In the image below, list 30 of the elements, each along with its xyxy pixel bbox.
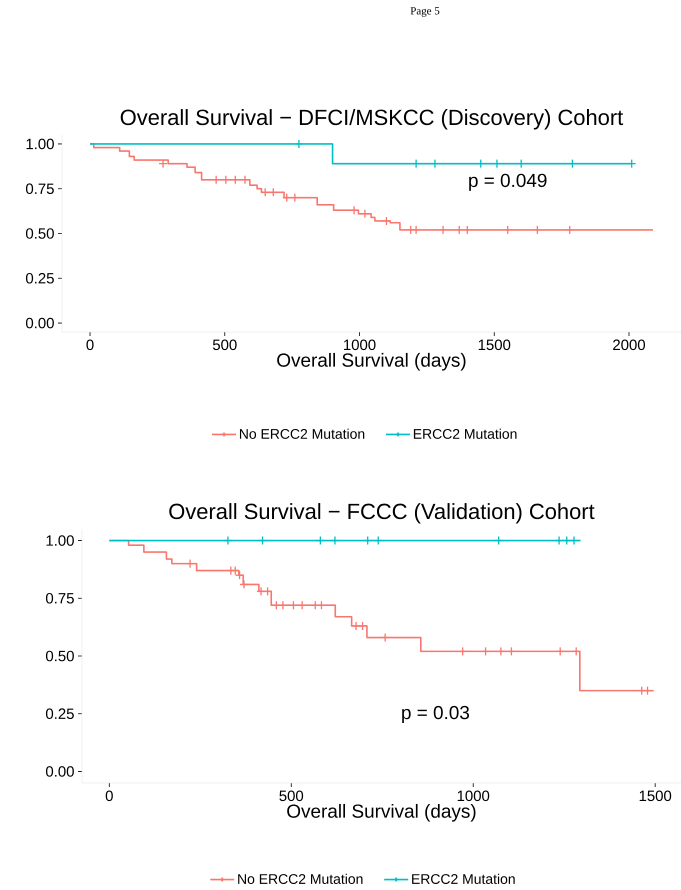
chart-title: Overall Survival − FCCC (Validation) Cohort	[169, 503, 594, 524]
chart-title: Overall Survival − DFCI/MSKCC (Discovery) Cohort	[120, 109, 623, 130]
x-tick-label: 500	[212, 340, 237, 350]
y-tick-label: 0.50	[26, 228, 54, 239]
y-tick-label: 0.25	[46, 708, 74, 720]
y-tick-label: 1.00	[46, 535, 74, 546]
y-tick-label: 0.25	[26, 272, 54, 284]
x-axis-title: Overall Survival (days)	[287, 804, 476, 822]
x-tick-label: 500	[279, 790, 303, 802]
annotation: p = 0.03	[402, 706, 469, 723]
x-axis-title: Overall Survival (days)	[277, 352, 466, 371]
x-tick-label: 2000	[613, 340, 645, 350]
x-tick-label: 1000	[344, 340, 376, 350]
x-tick-label: 1500	[640, 790, 672, 802]
x-tick-label: 0	[86, 340, 94, 350]
legend-label: No ERCC2 Mutation	[238, 874, 362, 884]
x-tick-label: 1500	[478, 340, 510, 350]
y-tick-label: 0.50	[46, 650, 74, 662]
text: Page 5	[410, 7, 440, 17]
y-tick-label: 0.75	[46, 592, 74, 604]
legend-label: No ERCC2 Mutation	[240, 428, 364, 439]
y-tick-label: 0.00	[46, 766, 74, 777]
y-tick-label: 1.00	[26, 138, 54, 150]
y-tick-label: 0.75	[26, 183, 54, 194]
y-tick-label: 0.00	[26, 318, 54, 328]
legend-label: ERCC2 Mutation	[412, 874, 515, 884]
x-tick-label: 0	[106, 790, 113, 802]
annotation: p = 0.049	[469, 174, 546, 191]
legend-label: ERCC2 Mutation	[414, 428, 516, 439]
x-tick-label: 1000	[458, 790, 490, 802]
